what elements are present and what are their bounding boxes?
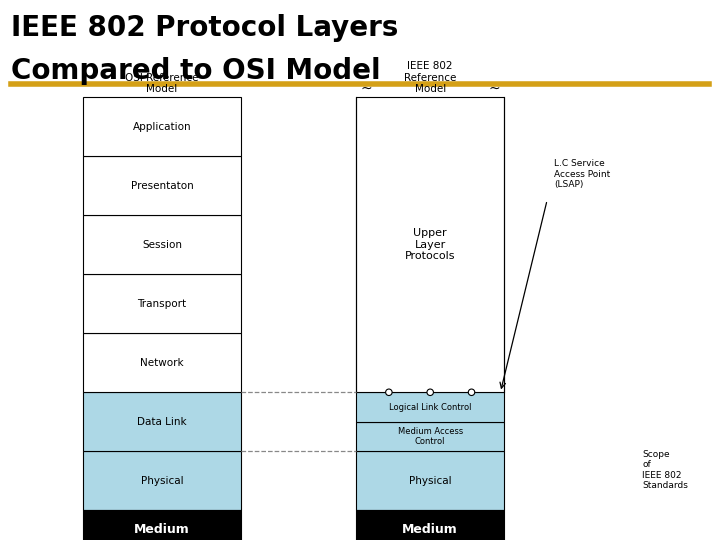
Ellipse shape bbox=[468, 389, 474, 395]
Text: Presentaton: Presentaton bbox=[130, 181, 194, 191]
Ellipse shape bbox=[427, 389, 433, 395]
Text: Upper
Layer
Protocols: Upper Layer Protocols bbox=[405, 228, 456, 261]
Ellipse shape bbox=[386, 389, 392, 395]
Text: Medium: Medium bbox=[134, 523, 190, 536]
Text: IEEE 802
Reference
Model: IEEE 802 Reference Model bbox=[404, 62, 456, 94]
Bar bbox=[83, 274, 241, 333]
Text: ~: ~ bbox=[360, 82, 372, 96]
Bar bbox=[356, 97, 504, 392]
Bar bbox=[356, 451, 504, 510]
Bar bbox=[83, 451, 241, 510]
Text: OSI Reference
Model: OSI Reference Model bbox=[125, 73, 199, 94]
Text: Medium Access
Control: Medium Access Control bbox=[397, 427, 463, 446]
Text: IEEE 802 Protocol Layers: IEEE 802 Protocol Layers bbox=[11, 14, 398, 42]
Text: ~: ~ bbox=[489, 82, 500, 96]
Bar bbox=[356, 510, 504, 540]
Bar bbox=[356, 422, 504, 451]
Text: Physical: Physical bbox=[140, 476, 184, 486]
Text: Medium: Medium bbox=[402, 523, 458, 536]
Text: Physical: Physical bbox=[409, 476, 451, 486]
Text: Logical Link Control: Logical Link Control bbox=[389, 402, 472, 411]
Bar bbox=[83, 333, 241, 392]
Text: Network: Network bbox=[140, 358, 184, 368]
Bar bbox=[83, 392, 241, 451]
Text: Session: Session bbox=[142, 240, 182, 249]
Bar bbox=[83, 156, 241, 215]
Text: Scope
of
IEEE 802
Standards: Scope of IEEE 802 Standards bbox=[642, 450, 688, 490]
Bar bbox=[356, 392, 504, 422]
Text: Compared to OSI Model: Compared to OSI Model bbox=[11, 57, 380, 85]
Text: Transport: Transport bbox=[138, 299, 186, 309]
Text: Data Link: Data Link bbox=[138, 417, 186, 427]
Bar bbox=[83, 215, 241, 274]
Text: L.C Service
Access Point
(LSAP): L.C Service Access Point (LSAP) bbox=[554, 159, 611, 189]
Text: Application: Application bbox=[132, 122, 192, 132]
Bar bbox=[83, 97, 241, 156]
Bar bbox=[83, 510, 241, 540]
